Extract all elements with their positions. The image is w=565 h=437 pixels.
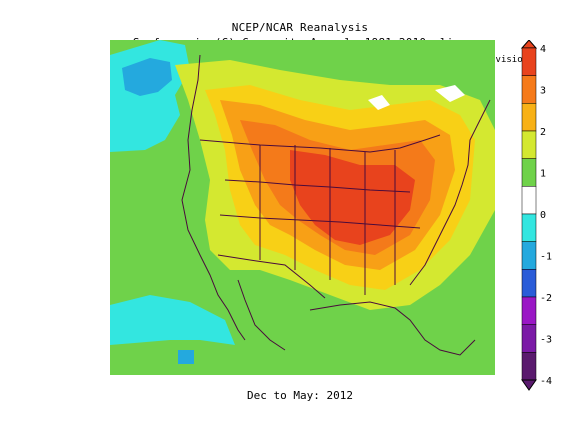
great-lake-superior xyxy=(368,95,390,110)
blue-box-pacific-south xyxy=(178,350,194,364)
border-mexico-us xyxy=(217,254,326,299)
colorbar-swatch xyxy=(521,324,537,353)
colorbar-swatch xyxy=(521,47,537,76)
colorbar-swatch xyxy=(521,352,537,381)
lake-region-east xyxy=(435,85,465,102)
colorbar-swatch xyxy=(521,158,537,187)
coastline-gulf xyxy=(309,301,476,356)
colorbar-swatch xyxy=(521,213,537,242)
colorbar-tick-label: -2 xyxy=(540,293,552,304)
colorbar-swatch xyxy=(521,241,537,270)
colorbar-swatch xyxy=(521,130,537,159)
cyan-region-pacific-south xyxy=(110,295,235,345)
blue-region-pacific xyxy=(122,58,172,96)
colorbar-tick-label: 0 xyxy=(540,210,546,221)
chart-title-line-1: NCEP/NCAR Reanalysis xyxy=(231,21,369,34)
political-boundaries xyxy=(181,54,491,356)
colorbar-tick-label: 3 xyxy=(540,86,546,97)
colorbar-swatch xyxy=(521,186,537,215)
coastline-west xyxy=(181,54,246,341)
colorbar-swatch xyxy=(521,269,537,298)
coastline-baja xyxy=(237,279,286,351)
colorbar-tick-label: 4 xyxy=(540,44,546,55)
colorbar-swatch xyxy=(521,296,537,325)
colorbar-swatch xyxy=(521,75,537,104)
colorbar-tick-label: 1 xyxy=(540,169,546,180)
colorbar-tick-label: -4 xyxy=(540,376,552,387)
colorbar-top-arrow xyxy=(520,40,538,49)
colorbar: 4 3 2 1 0 -1 -2 -3 -4 xyxy=(520,40,552,391)
colorbar-tick-label: 2 xyxy=(540,127,546,138)
coastline-east xyxy=(409,99,491,286)
colorbar-bottom-arrow xyxy=(521,379,537,391)
time-period-label: Dec to May: 2012 xyxy=(247,389,353,402)
anomaly-map xyxy=(110,40,495,375)
state-lines-1 xyxy=(224,179,411,193)
colorbar-swatch xyxy=(521,103,537,132)
colorbar-tick-label: -3 xyxy=(540,335,552,346)
state-lines-2 xyxy=(219,214,421,229)
colorbar-tick-label: -1 xyxy=(540,252,552,263)
